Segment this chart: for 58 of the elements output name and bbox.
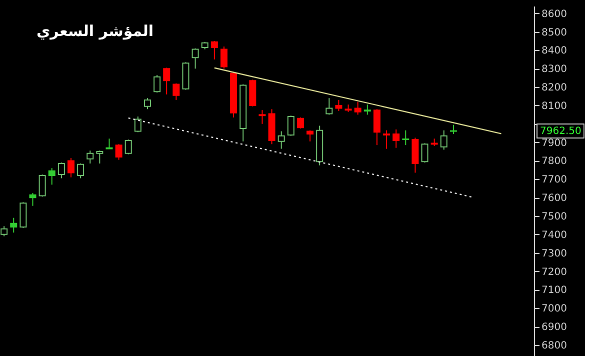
candlestick	[287, 115, 294, 136]
candlestick	[421, 142, 428, 164]
candlestick	[67, 157, 74, 178]
y-tick-label: 7000	[542, 304, 567, 315]
candlestick	[144, 98, 151, 110]
candlestick	[326, 98, 333, 116]
candlestick	[220, 46, 228, 70]
candlestick	[450, 124, 457, 135]
y-tick-label: 8500	[542, 27, 567, 38]
y-tick-label: 7900	[542, 138, 567, 149]
candlestick	[412, 137, 419, 174]
candlestick	[10, 217, 18, 234]
candlestick	[29, 192, 36, 206]
y-tick-label: 7300	[542, 248, 567, 260]
candlestick	[154, 74, 161, 94]
y-tick-label: 8300	[542, 64, 567, 76]
y-tick-label: 7600	[542, 193, 567, 204]
y-tick-label: 7400	[542, 230, 567, 241]
candlestick	[210, 40, 218, 60]
candlestick	[172, 82, 180, 100]
candlestick	[115, 144, 122, 160]
candlestick	[38, 174, 46, 198]
candlestick	[58, 162, 65, 179]
y-tick-label: 6800	[542, 340, 567, 352]
y-tick-label: 7200	[542, 266, 567, 278]
candlestick	[134, 116, 142, 133]
candlestick	[124, 139, 132, 155]
candlestick	[440, 130, 448, 150]
candlestick	[354, 101, 362, 116]
candlestick	[20, 202, 27, 228]
y-tick-label: 8400	[542, 46, 567, 57]
text: المؤشر السعري	[36, 22, 154, 40]
text: 7962.50	[540, 126, 582, 137]
candlestick	[364, 104, 371, 116]
y-tick-label: 8600	[542, 8, 567, 20]
candlestick	[77, 163, 84, 179]
y-tick-label: 7700	[542, 174, 567, 186]
candlestick	[296, 116, 304, 129]
candlestick	[258, 110, 266, 124]
candlestick	[383, 130, 390, 150]
candlestick	[402, 130, 410, 146]
candlestick	[335, 99, 342, 112]
candlestick	[106, 138, 113, 150]
y-tick-label: 7800	[542, 156, 567, 168]
y-tick-label: 8100	[542, 100, 567, 112]
candlestick	[373, 108, 380, 146]
y-tick-label: 7500	[542, 212, 567, 222]
candlestick	[278, 130, 285, 150]
candlestick	[163, 67, 170, 95]
candlestick	[86, 150, 94, 164]
y-tick-label: 7100	[542, 285, 567, 296]
candlestick	[192, 48, 199, 70]
candlestick	[392, 128, 400, 148]
y-tick-label: 8200	[542, 82, 567, 94]
candlestick	[48, 168, 56, 186]
candlestick	[306, 130, 314, 142]
y-tick-label: 6900	[542, 322, 567, 334]
candlestick	[96, 150, 104, 164]
